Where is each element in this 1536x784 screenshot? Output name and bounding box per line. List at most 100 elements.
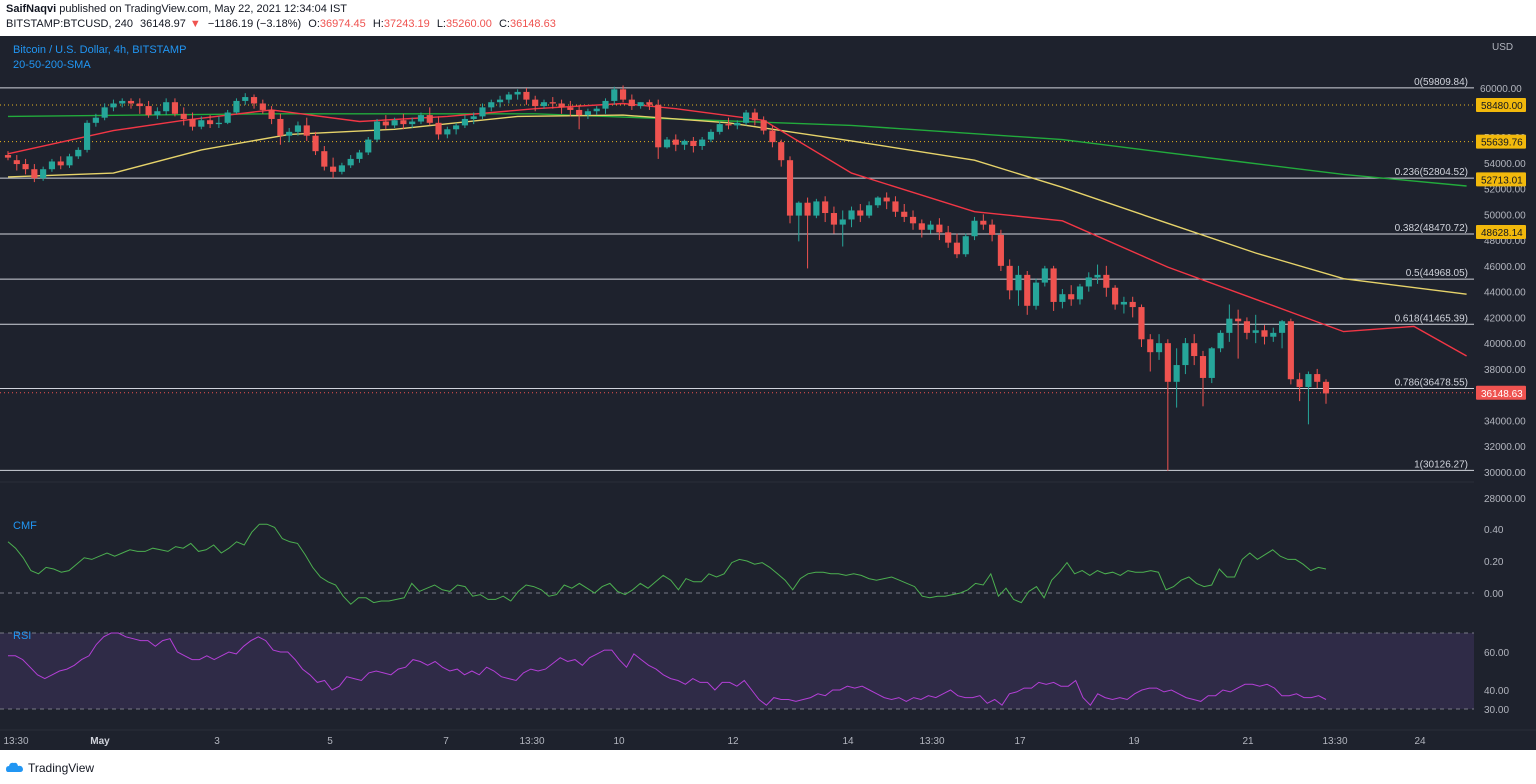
candle-body [901, 211, 908, 217]
candle-body [927, 224, 934, 230]
candle-body [145, 106, 152, 116]
candle-body [936, 224, 943, 233]
candle-body [330, 166, 337, 172]
price-tick-label: 42000.00 [1484, 313, 1526, 324]
down-arrow-icon: ▼ [189, 18, 201, 30]
candle-body [4, 155, 12, 158]
chart-area[interactable]: 0(59809.84) 0.236(52804.52) 0.382(48470.72… [0, 36, 1536, 750]
candle-body [1270, 332, 1277, 337]
brand-name: TradingView [28, 761, 95, 775]
candle-body [180, 113, 187, 119]
price-chart-svg[interactable]: 0(59809.84) 0.236(52804.52) 0.382(48470.72… [0, 36, 1536, 750]
cmf-tick-label: 0.40 [1484, 525, 1504, 536]
candle-body [207, 120, 214, 125]
candle-body [312, 135, 319, 152]
candle-body [532, 99, 539, 107]
candle-body [672, 139, 679, 145]
candle-body [286, 131, 293, 136]
candle-body [444, 129, 451, 135]
open-value: 36974.45 [319, 18, 366, 30]
candle-body [1041, 268, 1048, 283]
candle-body [1314, 374, 1321, 382]
candle-body [760, 120, 767, 131]
time-tick-label: 12 [727, 736, 739, 747]
rsi-legend[interactable]: RSI [13, 630, 32, 642]
currency-label[interactable]: USD [1492, 42, 1514, 53]
candle-body [1103, 274, 1110, 288]
candle-body [857, 210, 864, 216]
candle-body [163, 102, 170, 112]
time-tick-label: 13:30 [3, 736, 28, 747]
candle-body [496, 99, 504, 103]
candle-body [1261, 330, 1268, 337]
candle-body [734, 122, 741, 126]
candle-body [268, 109, 275, 119]
candle-body [822, 201, 829, 214]
tradingview-logo[interactable]: TradingView [6, 761, 94, 775]
candle-body [215, 122, 222, 125]
candle-body [830, 213, 838, 225]
candle-body [1305, 374, 1312, 387]
candle-body [1085, 277, 1092, 287]
low-value: 35260.00 [446, 18, 492, 30]
candle-body [189, 118, 196, 127]
cmf-tick-label: 0.00 [1484, 589, 1504, 600]
candle-body [1024, 274, 1031, 306]
time-tick-label: 24 [1414, 736, 1426, 747]
candle-body [962, 236, 969, 255]
ohlc-row: BITSTAMP:BTCUSD, 240 36148.97 ▼ −1186.19 … [6, 18, 560, 30]
price-tick-label: 32000.00 [1484, 442, 1526, 453]
price-marker-label: 58480.00 [1481, 101, 1523, 112]
fib-label: 0.618(41465.39) [1395, 313, 1468, 324]
cmf-tick-label: 0.20 [1484, 557, 1504, 568]
candle-body [795, 202, 802, 216]
time-tick-label: 7 [443, 736, 449, 747]
candle-body [1094, 274, 1101, 278]
candle-body [945, 232, 952, 243]
candle-body [154, 111, 161, 116]
candle-body [716, 124, 723, 132]
candle-body [514, 91, 521, 95]
rsi-tick-label: 30.00 [1484, 705, 1509, 716]
fib-label: 0.786(36478.55) [1395, 378, 1468, 389]
candle-body [1155, 343, 1163, 353]
close-value: 36148.63 [509, 18, 556, 30]
candle-body [250, 97, 258, 104]
candle-body [1006, 265, 1013, 291]
sma20-line [7, 102, 1467, 357]
candle-body [909, 216, 917, 224]
price-tick-label: 34000.00 [1484, 416, 1526, 427]
time-tick-label: 17 [1014, 736, 1026, 747]
candle-body [233, 100, 240, 113]
candle-body [567, 107, 574, 110]
cmf-legend[interactable]: CMF [13, 520, 37, 532]
candle-body [13, 160, 20, 165]
price-tick-label: 38000.00 [1484, 365, 1526, 376]
candle-body [628, 99, 635, 107]
candle-body [743, 112, 750, 123]
price-tick-label: 48000.00 [1484, 236, 1526, 247]
candle-body [277, 118, 284, 136]
time-tick-label: 5 [327, 736, 333, 747]
time-tick-label: 19 [1128, 736, 1140, 747]
last-price: 36148.97 [140, 18, 186, 30]
candle-body [866, 205, 873, 216]
sma50-line [7, 114, 1467, 295]
candle-body [171, 102, 179, 114]
candle-body [22, 164, 29, 170]
price-change: −1186.19 (−3.18%) [207, 18, 302, 30]
candle-body [1138, 307, 1145, 340]
price-tick-label: 44000.00 [1484, 288, 1526, 299]
candle-body [576, 109, 583, 116]
author-name[interactable]: SaifNaqvi [6, 3, 57, 15]
price-marker-tag [1476, 172, 1526, 187]
sma-legend[interactable]: 20-50-200-SMA [13, 59, 91, 71]
high-value: 37243.19 [383, 18, 430, 30]
rsi-line [8, 632, 1327, 707]
cmf-line [7, 523, 1327, 605]
publish-header: SaifNaqvi published on TradingView.com, … [0, 0, 1536, 36]
candle-body [997, 234, 1004, 266]
price-marker-label: 36148.63 [1481, 389, 1523, 400]
candle-body [540, 102, 548, 107]
candle-body [75, 149, 82, 157]
